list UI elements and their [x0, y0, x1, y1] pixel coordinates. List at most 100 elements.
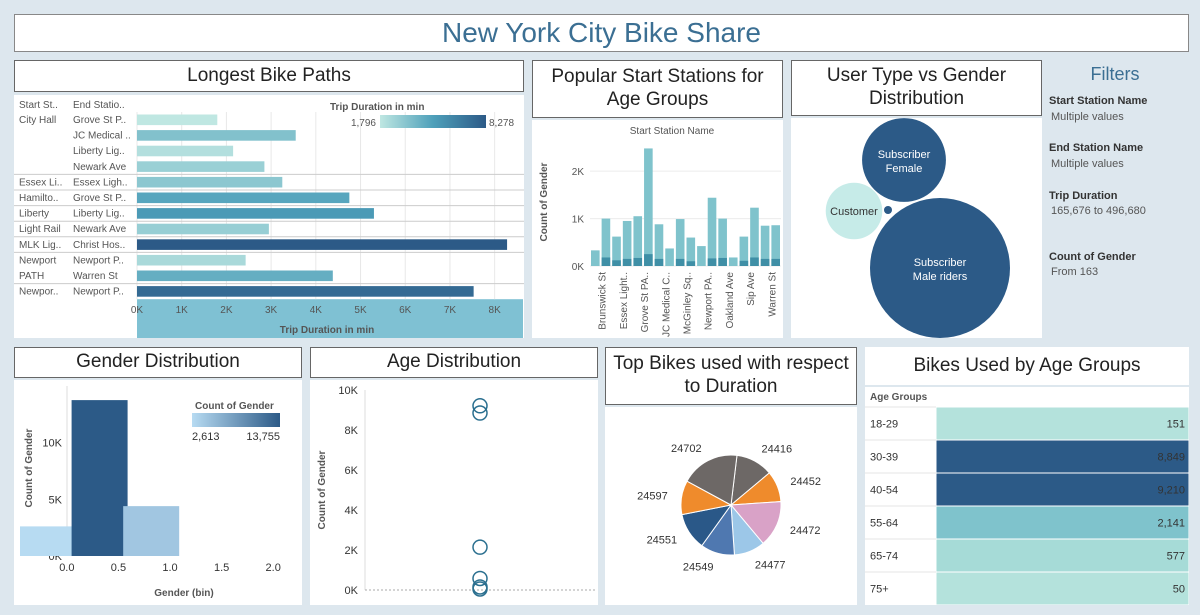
duration-bar	[137, 239, 508, 250]
duration-bar	[137, 223, 269, 235]
gender-dist-title: Gender Distribution	[14, 347, 302, 378]
age-group-label: 30-39	[870, 452, 898, 464]
y-tick-label: 0K	[572, 262, 585, 273]
bubble-label: Subscriber	[878, 149, 931, 161]
row-end-station: Warren St	[73, 271, 118, 282]
age-group-value: 9,210	[1157, 485, 1185, 497]
y-tick-label: 10K	[338, 385, 358, 397]
top-bikes-panel: 24416 24452 24472 24477 24549 24551 24597 24702	[605, 407, 857, 605]
x-tick-label: 0.0	[59, 562, 74, 574]
x-tick-label: 8K	[489, 305, 502, 316]
filter-count-gender-value[interactable]: From 163	[1051, 266, 1099, 278]
pie-label: 24477	[755, 559, 786, 571]
y-tick-label: 0K	[345, 585, 359, 597]
x-category-label: Essex Light..	[619, 272, 630, 329]
row-end-station: Liberty Lig..	[73, 146, 125, 157]
duration-bar	[137, 114, 218, 126]
bubble-label: Customer	[830, 206, 878, 218]
table-cell	[935, 406, 1190, 441]
table-cell	[935, 472, 1190, 507]
y-axis-title: Count of Gender	[317, 450, 328, 529]
duration-bar	[137, 208, 374, 219]
table-cell	[935, 571, 1190, 606]
duration-bar	[137, 254, 246, 266]
row-start-station: PATH	[19, 271, 44, 282]
station-bar	[697, 246, 706, 266]
station-bar-segment	[707, 258, 717, 266]
y-tick-label: 1K	[572, 215, 585, 226]
user-type-title: User Type vs Gender Distribution	[791, 60, 1042, 116]
row-end-station: Newark Ave	[73, 224, 127, 235]
filter-start-station-value[interactable]: Multiple values	[1051, 111, 1124, 123]
legend-min: 2,613	[192, 431, 220, 443]
station-bar-segment	[622, 258, 632, 266]
station-bar-segment	[750, 257, 759, 266]
popular-stations-chart: Start Station Name Count of Gender 0K 1K 2K B…	[539, 126, 781, 337]
station-bar	[612, 236, 621, 266]
age-dist-chart: Count of Gender 0K 2K 4K 6K 8K 10K	[317, 385, 595, 597]
row-start-station: Newpor..	[19, 287, 58, 298]
x-category-label: Oakland Ave	[725, 272, 736, 329]
user-type-panel: Subscriber Female Customer Subscriber Male r…	[791, 118, 1042, 338]
filter-trip-duration-value[interactable]: 165,676 to 496,680	[1051, 205, 1146, 217]
filter-trip-duration-label: Trip Duration	[1049, 190, 1118, 202]
y-tick-label: 5K	[49, 494, 63, 506]
col-header-end: End Statio..	[73, 100, 125, 111]
filter-end-station-value[interactable]: Multiple values	[1051, 158, 1124, 170]
age-dist-panel: Count of Gender 0K 2K 4K 6K 8K 10K	[310, 380, 598, 605]
row-end-station: Newport P..	[73, 255, 124, 266]
station-bar-segment	[601, 257, 611, 266]
age-groups-table: Age Groups 18-29 151 30-39 8,849 40-54 9,210 55…	[865, 392, 1190, 606]
x-tick-label: 4K	[310, 305, 323, 316]
row-start-station: City Hall	[19, 115, 56, 126]
y-tick-label: 2K	[345, 545, 359, 557]
user-type-chart: Subscriber Female Customer Subscriber Male r…	[825, 118, 1010, 338]
legend-gradient	[192, 413, 280, 427]
x-category-label: JC Medical C..	[661, 272, 672, 337]
station-bar	[686, 237, 696, 266]
station-bar-segment	[654, 258, 664, 266]
duration-bar	[137, 130, 296, 141]
station-bar	[750, 207, 759, 266]
longest-paths-title: Longest Bike Paths	[14, 60, 524, 92]
legend-title: Trip Duration in min	[330, 102, 424, 113]
row-start-station: Essex Li..	[19, 177, 62, 188]
station-bar-segment	[633, 257, 643, 266]
row-end-station: Liberty Lig..	[73, 209, 125, 220]
top-axis-label: Start Station Name	[630, 126, 715, 137]
x-tick-label: 6K	[399, 305, 412, 316]
station-bar	[591, 250, 600, 266]
y-tick-label: 2K	[572, 167, 585, 178]
station-bar	[665, 248, 674, 266]
row-end-station: Grove St P..	[73, 193, 126, 204]
station-bar-segment	[771, 258, 780, 266]
top-bikes-title: Top Bikes used with respect to Duration	[605, 347, 857, 405]
pie-label: 24549	[683, 562, 714, 574]
y-tick-label: 8K	[345, 425, 359, 437]
age-group-value: 50	[1173, 584, 1185, 596]
x-tick-label: 1.5	[214, 562, 229, 574]
row-end-station: Newport P..	[73, 287, 124, 298]
popular-stations-panel: Start Station Name Count of Gender 0K 1K 2K B…	[532, 120, 783, 338]
filters-title: Filters	[1090, 64, 1140, 84]
age-group-value: 151	[1167, 419, 1185, 431]
duration-bar	[137, 161, 265, 172]
x-tick-label: 7K	[444, 305, 457, 316]
gender-bar	[71, 400, 128, 556]
age-groups-panel: Age Groups 18-29 151 30-39 8,849 40-54 9,210 55…	[865, 387, 1190, 606]
row-start-station: Light Rail	[19, 224, 61, 235]
filters-panel: Filters Start Station Name Multiple valu…	[1042, 60, 1188, 338]
age-group-value: 8,849	[1157, 452, 1185, 464]
station-bar-segment	[612, 260, 621, 266]
user-type-bubble	[825, 182, 883, 240]
row-end-station: Grove St P..	[73, 115, 126, 126]
filter-count-gender-label: Count of Gender	[1049, 251, 1136, 263]
longest-paths-panel: 0K 1K 2K 3K 4K 5K 6K 7K 8K Trip Duration in min St…	[14, 95, 524, 338]
station-bar	[622, 220, 632, 266]
user-type-bubble	[870, 198, 1010, 338]
station-bar	[675, 219, 685, 266]
legend-max: 8,278	[489, 118, 514, 129]
duration-bar	[137, 145, 234, 157]
age-point	[472, 398, 488, 414]
